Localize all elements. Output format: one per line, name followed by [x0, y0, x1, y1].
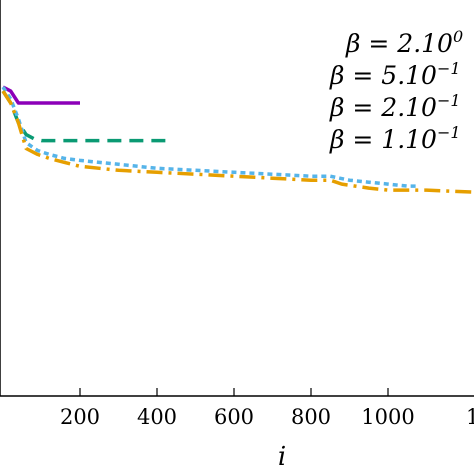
x-tick-label: 600 — [214, 405, 254, 429]
x-tick-label: 1000 — [361, 405, 414, 429]
plot-frame — [0, 0, 474, 397]
legend-entry-1: β = 2.100 — [345, 27, 463, 58]
x-tick-label-partial: 1 — [466, 405, 474, 429]
series-line-2 — [1, 90, 169, 143]
x-axis-label: i — [278, 442, 286, 472]
series-lines — [1, 85, 473, 194]
x-tick-label: 800 — [291, 405, 331, 429]
legend-entry-4: β = 1.10−1 — [329, 123, 461, 154]
x-tick-label: 200 — [60, 405, 100, 429]
x-ticks: 200 400 600 800 1000 1 — [60, 388, 474, 429]
series-line-1 — [2, 85, 80, 105]
x-tick-label: 400 — [137, 405, 177, 429]
legend-entry-3: β = 2.10−1 — [329, 91, 461, 122]
legend-entry-2: β = 5.10−1 — [329, 59, 461, 90]
series-line-4 — [1, 90, 473, 194]
